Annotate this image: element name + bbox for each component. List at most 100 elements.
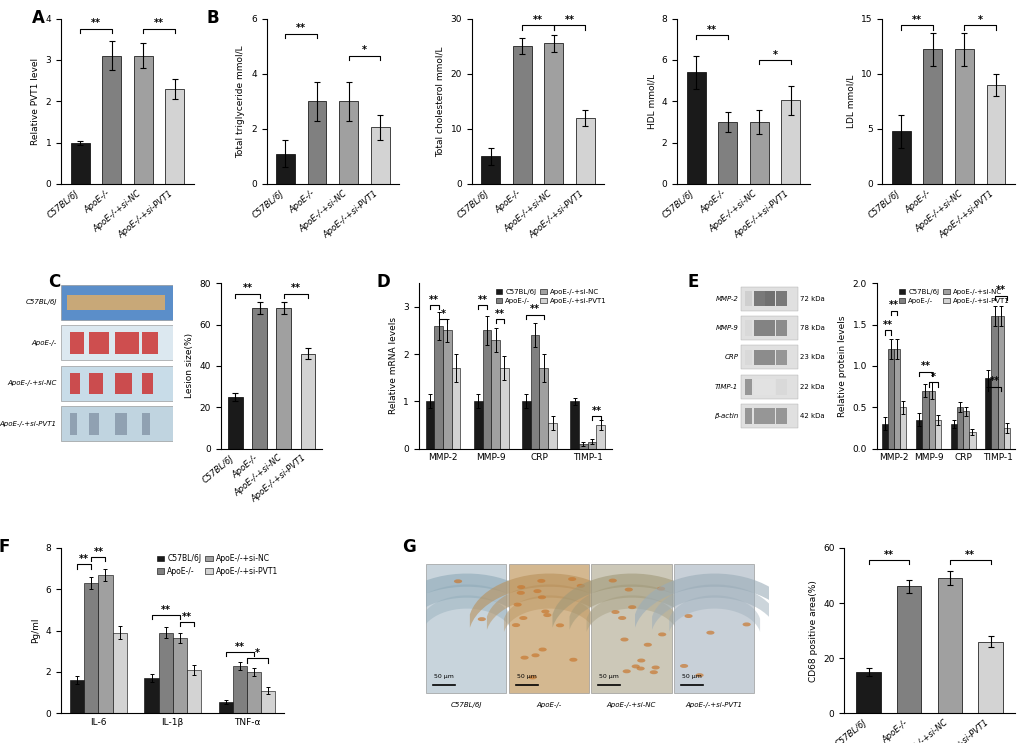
FancyBboxPatch shape	[70, 372, 79, 394]
Bar	[984, 378, 990, 449]
Text: B: B	[207, 9, 219, 27]
FancyBboxPatch shape	[764, 379, 774, 395]
Text: **: **	[290, 283, 301, 293]
Bar	[900, 407, 906, 449]
Circle shape	[657, 632, 665, 637]
Text: **: **	[964, 550, 974, 560]
Text: ApoE-/-: ApoE-/-	[536, 701, 561, 707]
FancyBboxPatch shape	[61, 285, 173, 319]
Circle shape	[643, 643, 651, 646]
Bar	[112, 632, 126, 713]
Bar	[307, 101, 326, 184]
Text: **: **	[911, 15, 921, 25]
FancyBboxPatch shape	[61, 406, 173, 441]
FancyBboxPatch shape	[745, 409, 751, 424]
Circle shape	[631, 664, 639, 669]
Text: **: **	[706, 25, 716, 35]
Text: C57BL/6J: C57BL/6J	[450, 701, 482, 707]
Text: **: **	[883, 550, 893, 560]
FancyBboxPatch shape	[142, 413, 150, 435]
Circle shape	[636, 666, 644, 670]
Text: ApoE-/-+si-NC: ApoE-/-+si-NC	[606, 701, 655, 707]
Bar	[891, 131, 910, 184]
FancyBboxPatch shape	[142, 332, 158, 354]
FancyBboxPatch shape	[115, 332, 140, 354]
FancyBboxPatch shape	[745, 379, 751, 395]
Text: CRP: CRP	[723, 354, 738, 360]
Text: 72 kDa: 72 kDa	[800, 296, 824, 302]
Legend: C57BL/6J, ApoE-/-, ApoE-/-+si-NC, ApoE-/-+si-PVT1: C57BL/6J, ApoE-/-, ApoE-/-+si-NC, ApoE-/…	[896, 287, 1011, 306]
Y-axis label: Relative mRNA levels: Relative mRNA levels	[388, 317, 397, 415]
Text: G: G	[403, 538, 416, 556]
Bar	[145, 678, 158, 713]
Bar	[165, 89, 184, 184]
Bar	[956, 407, 962, 449]
Text: ApoE-/-: ApoE-/-	[32, 340, 57, 345]
Text: C: C	[48, 273, 60, 291]
Circle shape	[695, 673, 703, 677]
Circle shape	[705, 631, 714, 635]
Text: **: **	[181, 612, 192, 622]
Circle shape	[637, 658, 645, 663]
Text: **: **	[988, 376, 999, 386]
Y-axis label: Total cholesterol mmol/L: Total cholesterol mmol/L	[435, 46, 444, 157]
Circle shape	[568, 577, 576, 581]
Text: ApoE-/-+si-PVT1: ApoE-/-+si-PVT1	[685, 701, 742, 707]
Y-axis label: LDL mmol/L: LDL mmol/L	[846, 74, 855, 128]
Bar	[219, 702, 232, 713]
FancyBboxPatch shape	[89, 372, 103, 394]
Bar	[481, 157, 499, 184]
FancyBboxPatch shape	[66, 295, 165, 310]
Text: E: E	[687, 273, 698, 291]
Bar	[172, 637, 186, 713]
Circle shape	[569, 658, 577, 662]
Text: **: **	[94, 547, 103, 557]
Text: **: **	[530, 304, 540, 314]
Bar	[482, 331, 491, 449]
Bar	[547, 423, 556, 449]
FancyBboxPatch shape	[70, 413, 76, 435]
FancyBboxPatch shape	[764, 349, 774, 366]
Text: β-actin: β-actin	[713, 413, 738, 419]
Circle shape	[656, 587, 664, 591]
FancyBboxPatch shape	[142, 372, 153, 394]
Bar	[997, 317, 1003, 449]
FancyBboxPatch shape	[740, 287, 797, 311]
Circle shape	[622, 669, 630, 673]
Bar	[499, 369, 508, 449]
Circle shape	[555, 623, 564, 627]
Bar	[933, 420, 940, 449]
FancyBboxPatch shape	[61, 366, 173, 400]
FancyBboxPatch shape	[115, 413, 127, 435]
Text: **: **	[429, 295, 439, 305]
Bar	[232, 666, 247, 713]
Circle shape	[517, 585, 525, 589]
Text: **: **	[889, 300, 898, 310]
Circle shape	[519, 616, 527, 620]
Circle shape	[520, 655, 528, 660]
Bar	[544, 43, 562, 184]
FancyBboxPatch shape	[740, 316, 797, 340]
FancyBboxPatch shape	[775, 379, 786, 395]
Circle shape	[453, 580, 462, 583]
Text: **: **	[919, 361, 929, 372]
FancyBboxPatch shape	[745, 291, 751, 306]
FancyBboxPatch shape	[745, 320, 751, 336]
FancyBboxPatch shape	[764, 291, 774, 306]
Bar	[927, 391, 933, 449]
Text: **: **	[243, 283, 253, 293]
Circle shape	[742, 623, 750, 626]
Circle shape	[649, 670, 657, 674]
Bar	[968, 432, 974, 449]
FancyBboxPatch shape	[740, 404, 797, 428]
FancyBboxPatch shape	[508, 565, 589, 693]
Bar	[579, 444, 587, 449]
Text: 50 μm: 50 μm	[598, 674, 619, 678]
Bar	[596, 425, 604, 449]
Circle shape	[517, 591, 525, 595]
Bar	[276, 154, 294, 184]
Legend: C57BL/6J, ApoE-/-, ApoE-/-+si-NC, ApoE-/-+si-PVT1: C57BL/6J, ApoE-/-, ApoE-/-+si-NC, ApoE-/…	[154, 552, 280, 578]
Bar	[897, 586, 920, 713]
Bar	[686, 72, 705, 184]
FancyBboxPatch shape	[775, 349, 786, 366]
